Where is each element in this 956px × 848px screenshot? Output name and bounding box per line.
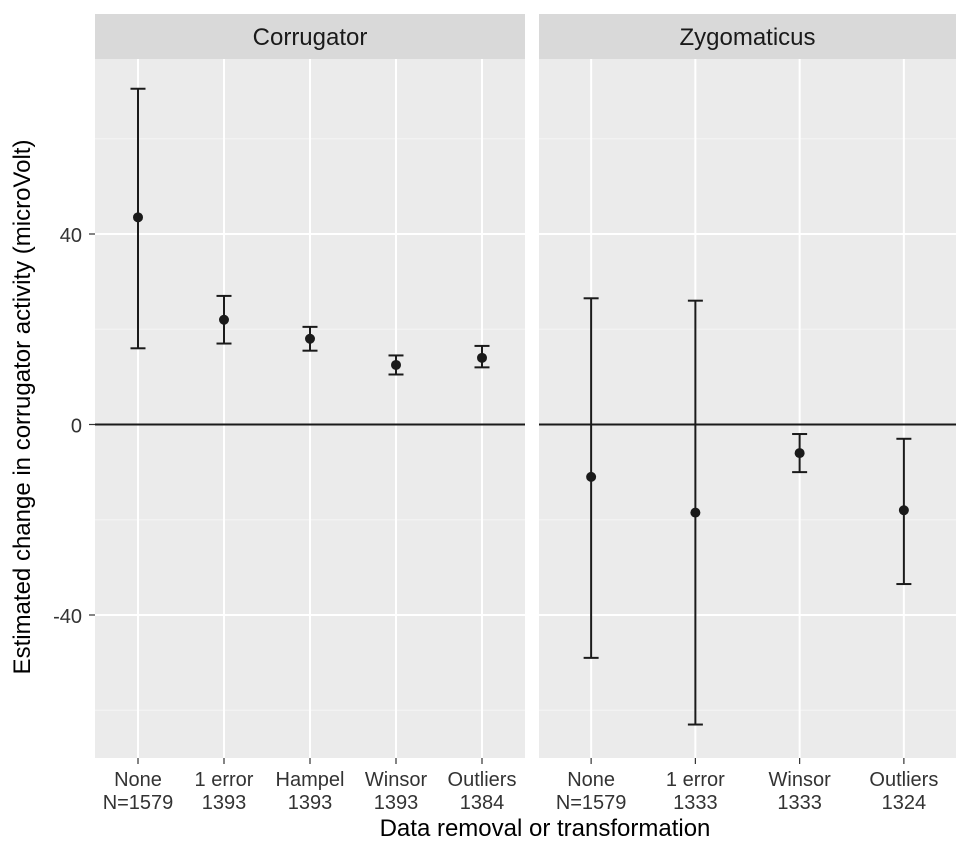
estimate-point <box>898 505 909 516</box>
y-tick-label: 0 <box>71 416 82 438</box>
x-tick-sublabel: 1393 <box>202 792 247 814</box>
x-tick-label: Outliers <box>448 769 517 791</box>
estimate-point <box>586 471 597 482</box>
x-tick-sublabel: N=1579 <box>103 792 174 814</box>
x-tick-label: None <box>567 769 615 791</box>
panel-title: Zygomaticus <box>679 24 815 51</box>
estimate-point <box>794 448 805 459</box>
estimate-point <box>690 507 701 518</box>
x-tick-sublabel: 1393 <box>288 792 333 814</box>
panel-strip <box>539 14 956 59</box>
y-axis-label: Estimated change in corrugator activity … <box>9 140 36 675</box>
x-tick-sublabel: 1393 <box>374 792 419 814</box>
estimate-point <box>305 333 315 344</box>
x-tick-label: Hampel <box>276 769 345 791</box>
x-axis-label: Data removal or transformation <box>380 815 711 842</box>
estimate-point <box>219 314 229 325</box>
panel-strip <box>95 14 525 59</box>
x-tick-sublabel: 1333 <box>777 792 822 814</box>
x-tick-label: Outliers <box>869 769 938 791</box>
estimate-point <box>133 212 143 223</box>
x-tick-label: 1 error <box>666 769 725 791</box>
x-tick-sublabel: 1324 <box>882 792 927 814</box>
x-tick-label: Winsor <box>365 769 428 791</box>
x-tick-sublabel: 1384 <box>460 792 505 814</box>
x-tick-label: Winsor <box>769 769 832 791</box>
x-tick-sublabel: N=1579 <box>556 792 627 814</box>
panel-title: Corrugator <box>253 24 368 51</box>
x-tick-sublabel: 1333 <box>673 792 718 814</box>
estimate-point <box>391 359 401 370</box>
x-tick-label: None <box>114 769 162 791</box>
panel-background <box>539 59 956 758</box>
estimate-point <box>477 352 487 363</box>
y-tick-label: 40 <box>60 225 82 247</box>
x-tick-label: 1 error <box>195 769 254 791</box>
y-tick-label: -40 <box>53 606 82 628</box>
